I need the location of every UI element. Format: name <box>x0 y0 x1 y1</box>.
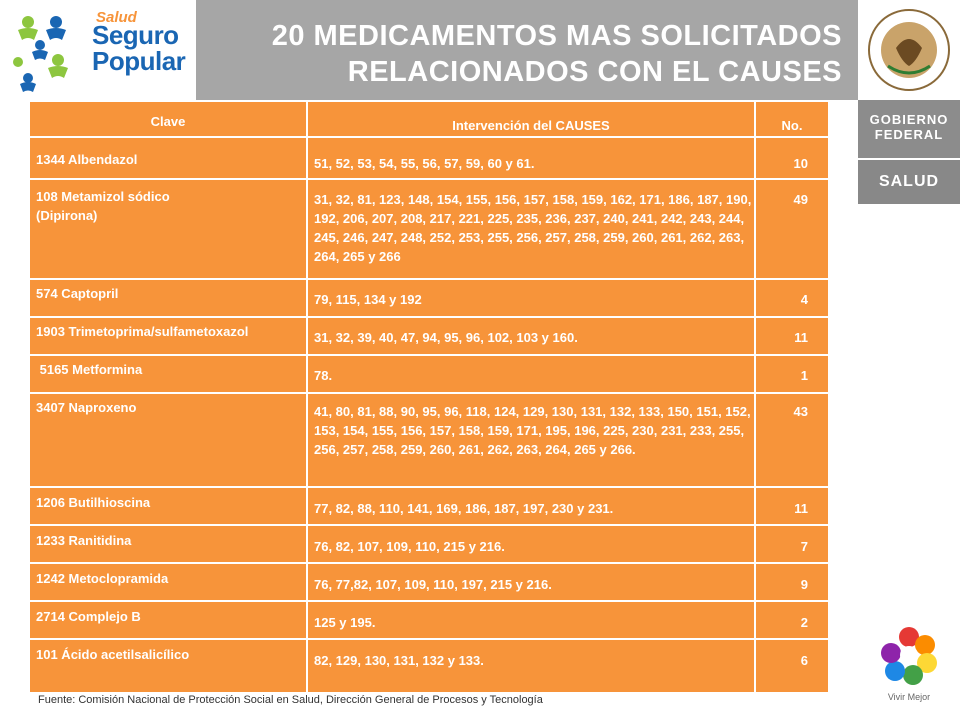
table-row-no: 2 <box>756 602 828 638</box>
seguro-popular-figures-icon: Salud <box>13 9 138 92</box>
table-row-no: 10 <box>756 138 828 178</box>
table-row-clave: 2714 Complejo B <box>30 602 306 638</box>
vivir-mejor-logo: Vivir Mejor <box>870 625 948 702</box>
table-row-clave: 1233 Ranitidina <box>30 526 306 562</box>
table-row-clave: 5165 Metformina <box>30 356 306 392</box>
logo-seguro-text: Seguro <box>92 20 179 50</box>
table-row-no: 1 <box>756 356 828 392</box>
source-note: Fuente: Comisión Nacional de Protección … <box>38 694 543 706</box>
federal-text: FEDERAL <box>874 127 944 142</box>
table-row-clave: 1242 Metoclopramida <box>30 564 306 600</box>
table-row-intervencion: 78. <box>308 356 754 392</box>
table-row-no: 49 <box>756 180 828 278</box>
table-row-intervencion: 79, 115, 134 y 192 <box>308 280 754 316</box>
table-row-no: 9 <box>756 564 828 600</box>
page-title: 20 MEDICAMENTOS MAS SOLICITADOS RELACION… <box>272 18 842 90</box>
table-row-clave: 101 Ácido acetilsalicílico <box>30 640 306 692</box>
table-row-intervencion: 77, 82, 88, 110, 141, 169, 186, 187, 197… <box>308 488 754 524</box>
gobierno-text: GOBIERNO <box>869 112 949 127</box>
table-row-clave: 1344 Albendazol <box>30 138 306 178</box>
vivir-mejor-flower-icon <box>881 627 937 685</box>
logo-popular-text: Popular <box>92 46 186 76</box>
table-row-clave: 574 Captopril <box>30 280 306 316</box>
table-row-intervencion: 125 y 195. <box>308 602 754 638</box>
eagle-seal-icon <box>868 9 950 91</box>
salud-badge: SALUD <box>858 160 960 204</box>
table-row-clave: 1206 Butilhioscina <box>30 488 306 524</box>
seguro-popular-logo: Salud Seguro Popular <box>0 0 196 100</box>
table-row-intervencion: 31, 32, 39, 40, 47, 94, 95, 96, 102, 103… <box>308 318 754 354</box>
table-row-clave: 3407 Naproxeno <box>30 394 306 486</box>
table-row-no: 7 <box>756 526 828 562</box>
column-header-intervencion: Intervención del CAUSES <box>308 102 754 136</box>
table-row-intervencion: 82, 129, 130, 131, 132 y 133. <box>308 640 754 692</box>
column-header-clave: Clave <box>30 102 306 136</box>
table-row-intervencion: 51, 52, 53, 54, 55, 56, 57, 59, 60 y 61. <box>308 138 754 178</box>
vivir-mejor-text: Vivir Mejor <box>887 692 931 702</box>
table-row-no: 4 <box>756 280 828 316</box>
column-header-no: No. <box>756 102 828 136</box>
title-line-2: RELACIONADOS CON EL CAUSES <box>347 56 842 88</box>
table-row-intervencion: 41, 80, 81, 88, 90, 95, 96, 118, 124, 12… <box>308 394 754 486</box>
title-line-1: 20 MEDICAMENTOS MAS SOLICITADOS <box>271 20 842 52</box>
table-row-no: 43 <box>756 394 828 486</box>
table-row-intervencion: 31, 32, 81, 123, 148, 154, 155, 156, 157… <box>308 180 754 278</box>
table-row-no: 6 <box>756 640 828 692</box>
header-title-bar: 20 MEDICAMENTOS MAS SOLICITADOS RELACION… <box>196 0 858 100</box>
mexican-seal <box>858 0 960 100</box>
table-row-no: 11 <box>756 318 828 354</box>
table-row-clave: 1903 Trimetoprima/sulfametoxazol <box>30 318 306 354</box>
table-row-intervencion: 76, 82, 107, 109, 110, 215 y 216. <box>308 526 754 562</box>
table-row-no: 11 <box>756 488 828 524</box>
table-row-clave: 108 Metamizol sódico (Dipirona) <box>30 180 306 278</box>
table-row-intervencion: 76, 77,82, 107, 109, 110, 197, 215 y 216… <box>308 564 754 600</box>
medicamentos-table: Clave Intervención del CAUSES No. 1344 A… <box>30 102 828 692</box>
svg-text:Salud: Salud <box>96 9 138 26</box>
gobierno-federal-badge: GOBIERNO FEDERAL <box>858 100 960 158</box>
sidebar: GOBIERNO FEDERAL SALUD Vivir Mejor <box>858 100 960 720</box>
